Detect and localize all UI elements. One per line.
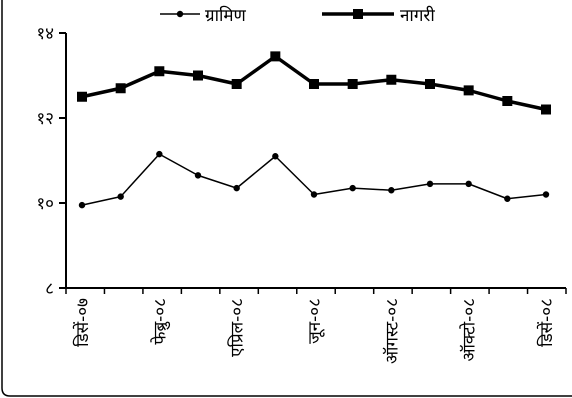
- data-point: [193, 70, 203, 81]
- data-point: [349, 184, 356, 192]
- y-ticks: ८ १० १२ १४: [36, 24, 66, 299]
- y-tick-label: १२: [36, 109, 54, 129]
- data-point: [504, 195, 511, 202]
- y-axis: ८ १० १२ १४: [36, 24, 67, 299]
- data-point: [425, 79, 435, 89]
- x-tick-label: जून-०८: [305, 298, 325, 344]
- data-point: [542, 191, 550, 198]
- data-point: [194, 172, 202, 179]
- data-point: [154, 66, 165, 77]
- data-point: [117, 193, 124, 200]
- data-point: [270, 51, 281, 62]
- legend-item: ग्रामिण: [160, 5, 247, 26]
- data-point: [231, 79, 242, 89]
- series-2: [77, 51, 551, 115]
- x-ticks: डिसें-०७ फेब्रु-०८ एप्रिल-०८ जून-०८ ऑगस्ट-०८…: [65, 288, 567, 364]
- data-point: [272, 153, 279, 160]
- legend: ग्रामिण नागरी: [160, 5, 435, 26]
- x-tick-label: ऑक्टो-०८: [459, 298, 480, 361]
- x-tick-label: डिसें-०८: [536, 298, 557, 347]
- legend-label: ग्रामिण: [205, 5, 247, 26]
- legend-marker: [176, 10, 184, 18]
- x-axis: डिसें-०७ फेब्रु-०८ एप्रिल-०८ जून-०८ ऑगस्ट-०८…: [65, 287, 567, 364]
- series-layer: [77, 51, 551, 209]
- data-point: [156, 150, 163, 158]
- data-point: [233, 184, 240, 192]
- data-point: [426, 180, 434, 188]
- x-tick-label: फेब्रु-०८: [149, 298, 170, 345]
- y-tick-label: ८: [45, 279, 54, 299]
- x-tick-label: एप्रिल-०८: [227, 298, 248, 357]
- data-point: [465, 180, 472, 188]
- x-tick-label: डिसें-०७: [72, 298, 93, 347]
- data-point: [541, 104, 551, 115]
- x-tick-label: ऑगस्ट-०८: [382, 298, 402, 364]
- data-point: [77, 91, 87, 102]
- y-tick-label: १४: [36, 24, 54, 44]
- series-1: [78, 150, 550, 209]
- data-point: [115, 83, 126, 94]
- legend-item: नागरी: [322, 5, 435, 26]
- legend-label: नागरी: [400, 5, 435, 26]
- data-point: [78, 201, 86, 209]
- data-point: [463, 85, 474, 96]
- legend-marker: [353, 9, 363, 19]
- data-point: [502, 96, 513, 106]
- data-point: [310, 191, 318, 198]
- data-point: [309, 79, 319, 89]
- data-point: [347, 79, 358, 89]
- data-point: [388, 187, 395, 194]
- y-tick-label: १०: [36, 194, 54, 214]
- data-point: [386, 74, 397, 85]
